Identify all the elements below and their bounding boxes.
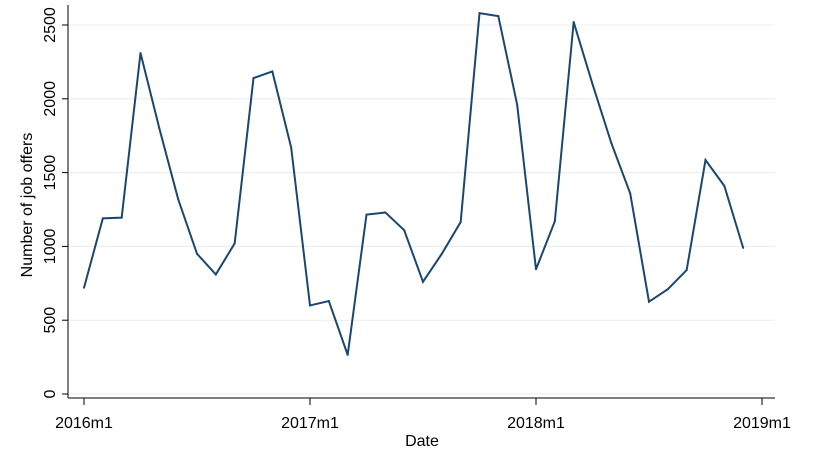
data-point xyxy=(177,198,180,201)
y-tick-label: 1500 xyxy=(42,155,59,191)
data-point xyxy=(535,268,537,271)
y-axis-title: Number of job offers xyxy=(19,133,36,278)
data-point xyxy=(610,142,613,145)
y-tick-label: 1000 xyxy=(42,229,59,265)
data-point xyxy=(742,246,745,249)
data-point xyxy=(553,220,556,223)
data-point xyxy=(83,286,85,289)
data-point xyxy=(591,83,594,86)
data-point xyxy=(648,300,650,303)
data-point xyxy=(196,252,198,255)
data-point xyxy=(666,288,669,291)
data-point xyxy=(309,304,311,307)
data-points xyxy=(83,12,745,356)
y-tick-label: 500 xyxy=(42,307,59,334)
data-point xyxy=(139,52,142,55)
data-point xyxy=(158,127,161,130)
data-point xyxy=(459,221,462,224)
data-point xyxy=(422,280,424,283)
gridlines xyxy=(69,24,775,395)
series-line xyxy=(83,12,745,356)
data-point xyxy=(516,103,519,106)
y-tick-label: 2000 xyxy=(42,81,59,117)
data-point xyxy=(214,273,217,276)
data-point xyxy=(497,15,500,18)
data-point xyxy=(120,216,123,219)
data-point xyxy=(478,12,481,15)
data-point xyxy=(403,229,406,232)
data-point xyxy=(233,242,236,245)
data-point xyxy=(723,184,726,187)
data-point xyxy=(290,146,293,149)
data-point xyxy=(685,269,688,272)
data-point xyxy=(346,353,349,356)
x-tick-label: 2019m1 xyxy=(733,415,791,432)
data-point xyxy=(101,217,104,220)
data-point xyxy=(271,70,274,73)
x-tick-label: 2016m1 xyxy=(55,415,113,432)
y-tick-label: 0 xyxy=(42,389,59,398)
data-point xyxy=(704,159,707,162)
data-point xyxy=(327,300,330,303)
x-axis-title: Date xyxy=(405,433,439,450)
data-point xyxy=(629,192,632,195)
data-point xyxy=(252,77,255,80)
data-point xyxy=(384,211,387,214)
data-point xyxy=(365,213,368,216)
data-point xyxy=(572,21,575,24)
y-tick-label: 2500 xyxy=(42,7,59,43)
x-axis-ticks: 2016m1 2017m1 2018m1 2019m1 xyxy=(55,398,791,432)
x-tick-label: 2017m1 xyxy=(281,415,339,432)
y-axis-ticks: 0 500 1000 1500 2000 2500 xyxy=(42,7,68,398)
data-point xyxy=(440,252,443,255)
x-tick-label: 2018m1 xyxy=(507,415,565,432)
